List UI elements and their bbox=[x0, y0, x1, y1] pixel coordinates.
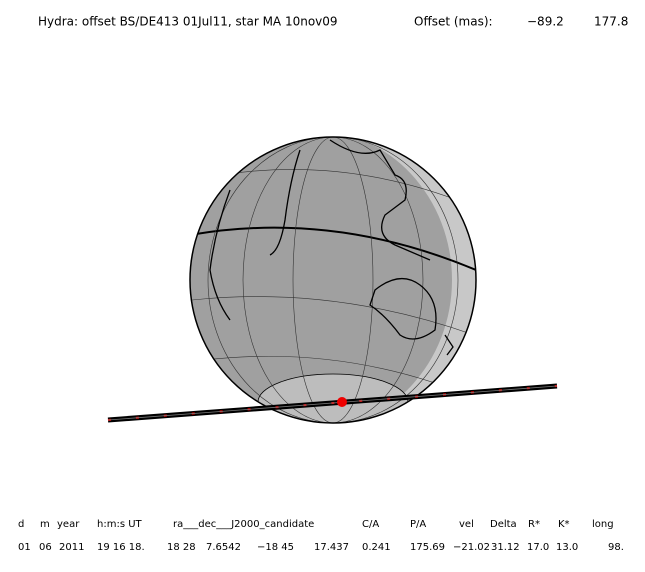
table-cell: 31.12 bbox=[491, 542, 520, 553]
table-cell: 0.241 bbox=[362, 542, 391, 553]
offset-x: −89.2 bbox=[527, 15, 564, 29]
table-cell: 06 bbox=[39, 542, 52, 553]
globe bbox=[189, 136, 477, 424]
table-header: C/A bbox=[362, 519, 379, 530]
equator bbox=[190, 226, 476, 271]
event-table: d m year h:m:s UT ra___dec___J2000_candidate… bbox=[18, 519, 624, 553]
offset-label: Offset (mas): bbox=[414, 15, 493, 29]
table-cell: 18 28 bbox=[167, 542, 196, 553]
globe-night bbox=[190, 137, 452, 423]
globe-outline bbox=[189, 136, 477, 424]
table-cell: −21.02 bbox=[453, 542, 490, 553]
table-header: K* bbox=[558, 519, 570, 530]
table-header: ra___dec___J2000_candidate bbox=[173, 519, 314, 530]
table-header: R* bbox=[528, 519, 540, 530]
table-cell: 17.0 bbox=[527, 542, 549, 553]
table-cell: 19 16 18. bbox=[97, 542, 145, 553]
table-header: vel bbox=[459, 519, 474, 530]
table-cell: 13.0 bbox=[556, 542, 578, 553]
table-cell: 175.69 bbox=[410, 542, 445, 553]
table-header: d bbox=[18, 519, 24, 530]
table-header: h:m:s UT bbox=[97, 519, 143, 530]
table-cell: 2011 bbox=[59, 542, 84, 553]
table-cell: −18 45 bbox=[257, 542, 294, 553]
shadow-track bbox=[107, 383, 558, 423]
table-header: m bbox=[40, 519, 50, 530]
table-header: year bbox=[57, 519, 80, 530]
table-header: Delta bbox=[490, 519, 517, 530]
coastlines bbox=[209, 139, 454, 356]
table-cell: 17.437 bbox=[314, 542, 349, 553]
event-point bbox=[337, 397, 347, 407]
table-cell: 98. bbox=[608, 542, 624, 553]
table-header: long bbox=[592, 519, 614, 530]
title: Hydra: offset BS/DE413 01Jul11, star MA … bbox=[38, 15, 338, 29]
table-cell: 01 bbox=[18, 542, 31, 553]
table-cell: 7.6542 bbox=[206, 542, 241, 553]
offset-y: 177.8 bbox=[594, 15, 628, 29]
track-center bbox=[107, 385, 558, 421]
table-header: P/A bbox=[410, 519, 426, 530]
